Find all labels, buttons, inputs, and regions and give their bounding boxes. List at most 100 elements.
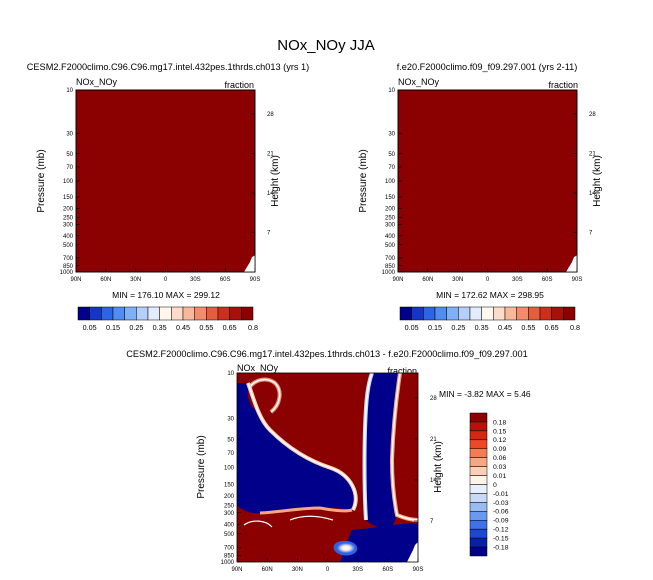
colorbar-label: -0.06 bbox=[493, 509, 509, 516]
colorbar-swatch bbox=[77, 306, 90, 321]
colorbar-swatch bbox=[551, 306, 564, 321]
colorbar-label: 0.01 bbox=[493, 473, 506, 480]
y-axis-right-label: Height (km) bbox=[270, 155, 281, 207]
y-tick-label: 500 bbox=[385, 243, 396, 249]
colorbar-label: 0.65 bbox=[545, 323, 559, 332]
y-tick-label: 10 bbox=[66, 88, 73, 94]
colorbar-label: 0.35 bbox=[475, 323, 489, 332]
plot-area bbox=[397, 89, 578, 273]
colorbar-swatch bbox=[469, 306, 482, 321]
colorbar-swatch bbox=[528, 306, 541, 321]
height-tick-label: 7 bbox=[430, 519, 434, 525]
colorbar-label: 0.55 bbox=[199, 323, 213, 332]
colorbar-swatch bbox=[481, 306, 494, 321]
y-tick-label: 300 bbox=[385, 223, 396, 229]
y-tick-label: 850 bbox=[224, 554, 235, 560]
run-title: CESM2.F2000climo.C96.C96.mg17.intel.432p… bbox=[126, 349, 527, 359]
height-tick-label: 21 bbox=[430, 437, 437, 443]
colorbar-label: 0.03 bbox=[493, 464, 506, 471]
colorbar-swatch bbox=[469, 457, 488, 467]
colorbar-swatch bbox=[206, 306, 219, 321]
colorbar-swatch bbox=[446, 306, 459, 321]
x-tick-label: 30S bbox=[352, 567, 363, 573]
colorbar-swatch bbox=[539, 306, 552, 321]
colorbar-label: 0.25 bbox=[451, 323, 465, 332]
y-tick-label: 700 bbox=[385, 256, 396, 262]
y-tick-label: 850 bbox=[385, 264, 396, 270]
colorbar-swatch bbox=[194, 306, 207, 321]
height-tick-label: 21 bbox=[589, 152, 596, 158]
colorbar-swatch bbox=[423, 306, 436, 321]
y-tick-label: 1000 bbox=[221, 560, 235, 566]
units-label: fraction bbox=[387, 366, 417, 376]
y-tick-label: 50 bbox=[66, 152, 73, 158]
colorbar-label: 0 bbox=[493, 482, 497, 489]
colorbar-label: 0.8 bbox=[570, 323, 580, 332]
x-tick-label: 60S bbox=[382, 567, 393, 573]
y-tick-label: 50 bbox=[388, 152, 395, 158]
x-tick-label: 60N bbox=[100, 277, 111, 283]
panel-difference: CESM2.F2000climo.C96.C96.mg17.intel.432p… bbox=[126, 349, 531, 573]
y-tick-label: 30 bbox=[388, 132, 395, 138]
x-tick-label: 0 bbox=[326, 567, 330, 573]
x-tick-label: 90S bbox=[413, 567, 424, 573]
colorbar-label: 0.05 bbox=[83, 323, 97, 332]
x-tick-label: 90N bbox=[392, 277, 403, 283]
difference-field bbox=[237, 373, 418, 562]
colorbar-swatch bbox=[182, 306, 195, 321]
colorbar-swatch bbox=[171, 306, 184, 321]
colorbar-swatch bbox=[469, 439, 488, 449]
y-tick-label: 70 bbox=[388, 165, 395, 171]
height-tick-label: 28 bbox=[589, 112, 596, 118]
panel-top-left: CESM2.F2000climo.C96.C96.mg17.intel.432p… bbox=[27, 62, 309, 300]
colorbar-swatch bbox=[469, 484, 488, 494]
colorbar-swatch bbox=[469, 520, 488, 530]
height-tick-label: 28 bbox=[430, 396, 437, 402]
y-tick-label: 100 bbox=[385, 179, 396, 185]
height-tick-label: 14 bbox=[589, 191, 596, 197]
colorbar-difference: 0.18 0.15 0.12 0.09 0.06 0.03 0.01 0 -0.01 -0.03 -… bbox=[469, 412, 509, 557]
y-tick-label: 1000 bbox=[382, 270, 396, 276]
colorbar-label: 0.15 bbox=[428, 323, 442, 332]
colorbar-swatch bbox=[469, 430, 488, 441]
y-tick-label: 850 bbox=[63, 264, 74, 270]
y-tick-label: 100 bbox=[63, 179, 74, 185]
y-tick-label: 150 bbox=[63, 195, 74, 201]
colorbar-label: 0.09 bbox=[493, 446, 506, 453]
y-tick-label: 500 bbox=[63, 243, 74, 249]
colorbar-swatch bbox=[399, 306, 412, 321]
y-tick-label: 70 bbox=[227, 451, 234, 457]
y-axis-label: Pressure (mb) bbox=[36, 149, 47, 212]
y-tick-label: 700 bbox=[224, 546, 235, 552]
colorbar-swatch bbox=[124, 306, 137, 321]
colorbar-swatch bbox=[469, 546, 488, 557]
y-tick-label: 400 bbox=[224, 523, 235, 529]
colorbar-label: 0.45 bbox=[176, 323, 190, 332]
run-title: CESM2.F2000climo.C96.C96.mg17.intel.432p… bbox=[27, 62, 309, 72]
colorbar-label: -0.12 bbox=[493, 527, 509, 534]
plot-area bbox=[75, 89, 256, 273]
y-tick-label: 250 bbox=[385, 215, 396, 221]
colorbar-swatch bbox=[101, 306, 114, 321]
y-tick-label: 200 bbox=[63, 207, 74, 213]
height-tick-label: 7 bbox=[267, 231, 271, 237]
x-tick-label: 90S bbox=[250, 277, 261, 283]
y-tick-label: 10 bbox=[388, 88, 395, 94]
x-tick-label: 30N bbox=[130, 277, 141, 283]
y-tick-label: 200 bbox=[224, 494, 235, 500]
run-title: f.e20.F2000climo.f09_f09.297.001 (yrs 2-… bbox=[397, 62, 578, 72]
colorbar-swatch bbox=[469, 502, 488, 512]
y-tick-label: 10 bbox=[227, 371, 234, 377]
colorbar-swatch bbox=[469, 475, 488, 485]
colorbar-swatch bbox=[469, 511, 488, 521]
y-tick-label: 150 bbox=[224, 482, 235, 488]
colorbar-label: 0.12 bbox=[493, 437, 506, 444]
y-axis-right-label: Height (km) bbox=[592, 155, 603, 207]
var-label: NOx_NOy bbox=[398, 77, 440, 87]
colorbar-label: 0.45 bbox=[498, 323, 512, 332]
colorbar-swatch bbox=[493, 306, 506, 321]
stats-text: MIN = 172.62 MAX = 298.95 bbox=[436, 290, 544, 300]
y-tick-label: 700 bbox=[63, 256, 74, 262]
colorbar-swatch bbox=[241, 306, 254, 321]
y-tick-label: 250 bbox=[63, 215, 74, 221]
